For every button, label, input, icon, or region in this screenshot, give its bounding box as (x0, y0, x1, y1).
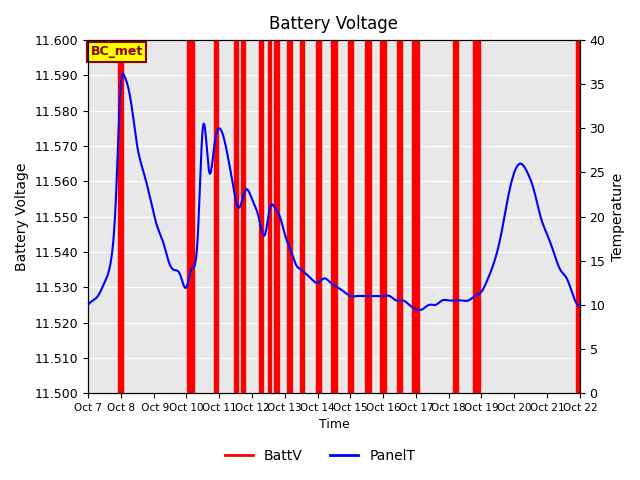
Bar (316, 40, 321, 393)
Bar (348, 40, 353, 393)
Bar (397, 40, 402, 393)
Bar (241, 40, 245, 393)
Bar (259, 40, 264, 393)
Bar (332, 40, 337, 393)
Legend: BattV, PanelT: BattV, PanelT (220, 443, 420, 468)
Bar (365, 40, 371, 393)
Bar (268, 40, 271, 393)
Bar (187, 40, 194, 393)
Text: BC_met: BC_met (90, 46, 143, 59)
Y-axis label: Battery Voltage: Battery Voltage (15, 162, 29, 271)
X-axis label: Time: Time (319, 419, 349, 432)
Bar (381, 40, 386, 393)
Bar (452, 40, 458, 393)
Title: Battery Voltage: Battery Voltage (269, 15, 399, 33)
Bar (214, 40, 218, 393)
Bar (412, 40, 419, 393)
Bar (234, 40, 238, 393)
Y-axis label: Temperature: Temperature (611, 172, 625, 261)
Bar (576, 40, 580, 393)
Bar (275, 40, 279, 393)
Bar (474, 40, 480, 393)
Bar (287, 40, 292, 393)
Bar (118, 40, 124, 393)
Bar (300, 40, 304, 393)
